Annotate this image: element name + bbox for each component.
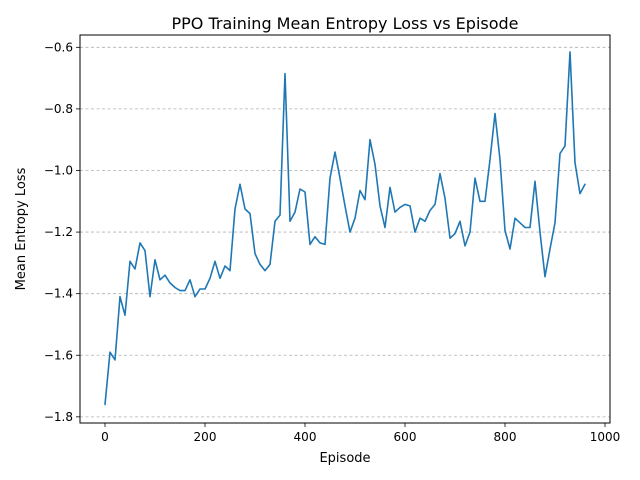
x-tick-label: 800 (494, 430, 517, 444)
y-tick-label: −1.4 (44, 287, 73, 301)
y-axis-label: Mean Entropy Loss (14, 167, 29, 290)
series-group (104, 51, 586, 406)
x-axis-label: Episode (319, 451, 370, 466)
y-tick-label: −0.6 (44, 40, 73, 54)
grid (80, 46, 610, 418)
chart-title: PPO Training Mean Entropy Loss vs Episod… (171, 14, 518, 33)
y-tick-label: −0.8 (44, 102, 73, 116)
x-tick-label: 600 (394, 430, 417, 444)
series-line (104, 51, 586, 406)
y-tick-label: −1.8 (44, 410, 73, 424)
plot-area-frame (79, 34, 611, 424)
y-tick-label: −1.0 (44, 163, 73, 177)
x-tick-label: 200 (194, 430, 217, 444)
x-axis: 0 200 400 600 800 1000 (101, 423, 620, 444)
x-tick-label: 0 (101, 430, 109, 444)
y-tick-label: −1.6 (44, 348, 73, 362)
x-tick-label: 400 (294, 430, 317, 444)
y-tick-label: −1.2 (44, 225, 73, 239)
y-axis: −1.8 −1.6 −1.4 −1.2 −1.0 −0.8 −0.6 (44, 40, 80, 424)
x-tick-label: 1000 (590, 430, 621, 444)
